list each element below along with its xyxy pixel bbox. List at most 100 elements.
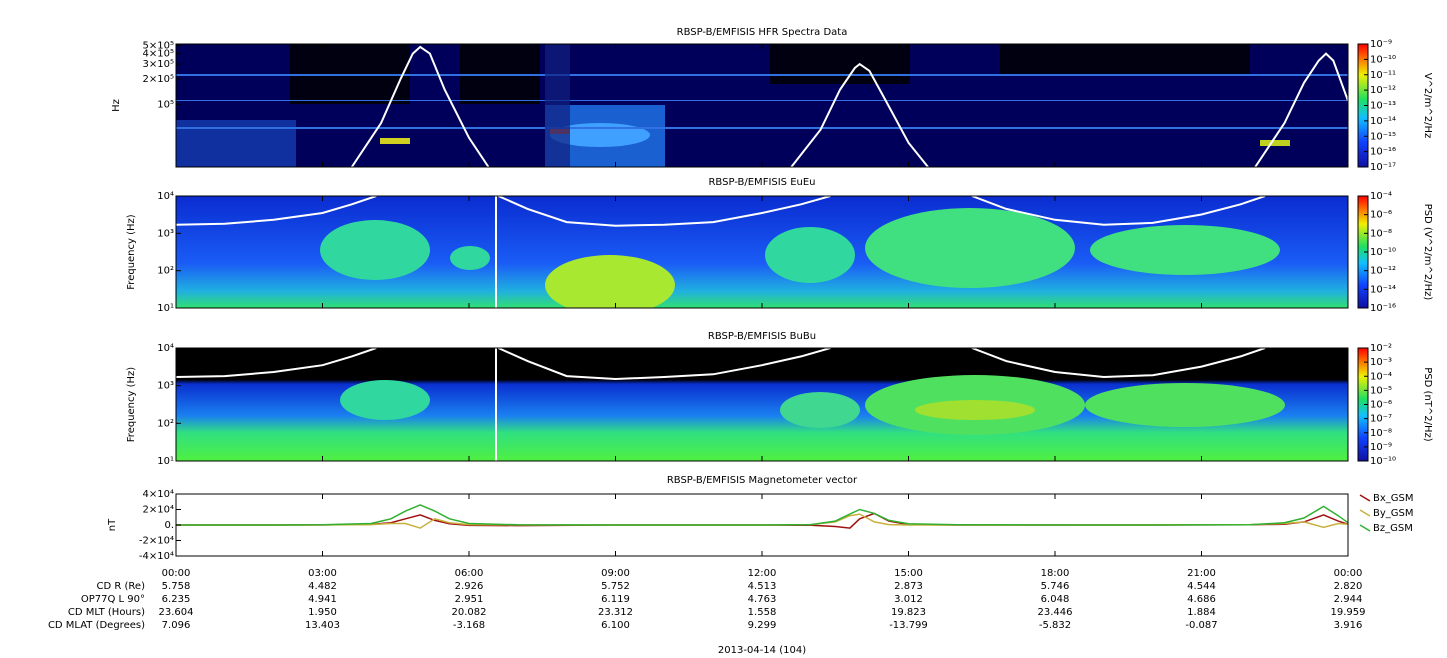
ephemeris-value: 2.944 — [1334, 594, 1363, 605]
colorbar-label: PSD (nT^2/Hz) — [1422, 367, 1433, 441]
x-tick-label: 00:00 — [1334, 568, 1363, 579]
frequency-curve — [790, 62, 929, 167]
ephemeris-value: 6.100 — [601, 620, 630, 631]
ephemeris-value: 2.926 — [455, 581, 484, 592]
ephemeris-value: 5.746 — [1041, 581, 1070, 592]
y-axis-label: Frequency (Hz) — [126, 214, 137, 290]
y-tick-label: -2×10⁴ — [139, 536, 174, 547]
ephemeris-value: 2.951 — [455, 594, 484, 605]
spectrogram-image — [176, 348, 1348, 461]
ephemeris-value: 7.096 — [162, 620, 191, 631]
y-axis-label: nT — [107, 518, 118, 531]
colorbar-tick-label: 10⁻¹⁷ — [1370, 162, 1396, 173]
panel-title: RBSP-B/EMFISIS HFR Spectra Data — [677, 27, 848, 38]
legend-label: By_GSM — [1373, 508, 1414, 519]
x-tick-label: 18:00 — [1041, 568, 1070, 579]
y-tick-label: 3×10⁵ — [143, 59, 174, 70]
colorbar-tick-label: 10⁻⁶ — [1370, 210, 1392, 221]
colorbar-tick-label: 10⁻⁸ — [1370, 228, 1392, 239]
panel-title: RBSP-B/EMFISIS EuEu — [708, 177, 815, 188]
frequency-curve — [350, 45, 490, 167]
y-tick-label: 10⁴ — [157, 343, 174, 354]
ephemeris-value: 5.752 — [601, 581, 630, 592]
colorbar-tick-label: 10⁻¹² — [1370, 266, 1396, 277]
colorbar-tick-label: 10⁻¹⁴ — [1370, 284, 1396, 295]
data-line — [176, 512, 1349, 529]
y-tick-label: -4×10⁴ — [139, 551, 174, 562]
y-axis-label: Frequency (Hz) — [126, 367, 137, 443]
y-tick-label: 5×10⁵ — [143, 40, 174, 51]
colorbar-tick-label: 10⁻² — [1370, 343, 1392, 354]
ephemeris-value: 1.884 — [1187, 607, 1216, 618]
ephemeris-value: -0.087 — [1185, 620, 1217, 631]
ephemeris-value: 23.312 — [598, 607, 633, 618]
ephemeris-value: 4.482 — [308, 581, 337, 592]
colorbar-tick-label: 10⁻¹⁰ — [1370, 54, 1396, 65]
colorbar-tick-label: 10⁻⁹ — [1370, 442, 1392, 453]
x-tick-label: 15:00 — [894, 568, 923, 579]
ephemeris-value: -13.799 — [889, 620, 928, 631]
colorbar-tick-label: 10⁻⁸ — [1370, 428, 1392, 439]
legend-label: Bz_GSM — [1373, 523, 1413, 534]
ephemeris-value: 2.873 — [894, 581, 923, 592]
y-tick-label: 2×10⁴ — [143, 505, 174, 516]
ephemeris-label: CD R (Re) — [97, 581, 146, 592]
colorbar-tick-label: 10⁻¹⁶ — [1370, 303, 1396, 314]
x-axis-label: 2013-04-14 (104) — [718, 645, 806, 656]
ephemeris-value: 6.119 — [601, 594, 630, 605]
ephemeris-value: 23.604 — [159, 607, 194, 618]
ephemeris-value: 3.012 — [894, 594, 923, 605]
colorbar-tick-label: 10⁻¹² — [1370, 85, 1396, 96]
ephemeris-value: 19.823 — [891, 607, 926, 618]
ephemeris-value: 13.403 — [305, 620, 340, 631]
frequency-curve — [176, 348, 1266, 381]
y-tick-label: 10² — [157, 266, 174, 277]
ephemeris-value: 6.048 — [1041, 594, 1070, 605]
y-tick-label: 10⁴ — [157, 191, 174, 202]
curve-layer — [350, 45, 1348, 167]
y-tick-label: 10³ — [157, 228, 174, 239]
y-tick-label: 10¹ — [157, 303, 174, 314]
colorbar-tick-label: 10⁻⁵ — [1370, 385, 1392, 396]
colorbar-tick-label: 10⁻⁴ — [1370, 191, 1392, 202]
legend-swatch — [1359, 524, 1371, 532]
legend-swatch — [1359, 494, 1371, 502]
colorbar-label: V^2/m^2/Hz — [1422, 73, 1433, 139]
colorbar-tick-label: 10⁻¹⁵ — [1370, 131, 1396, 142]
x-tick-label: 21:00 — [1187, 568, 1216, 579]
y-tick-label: 10⁵ — [157, 99, 174, 110]
colorbar-tick-label: 10⁻¹¹ — [1370, 70, 1396, 81]
ephemeris-label: OP77Q L 90° — [81, 594, 145, 605]
ephemeris-value: 4.513 — [748, 581, 777, 592]
data-line — [176, 504, 1349, 526]
y-tick-label: 10² — [157, 418, 174, 429]
spectrogram-image — [176, 44, 1348, 167]
x-tick-label: 03:00 — [308, 568, 337, 579]
colorbar-label: PSD (V^2/m^2/Hz) — [1422, 204, 1433, 301]
y-tick-label: 10³ — [157, 381, 174, 392]
curve-layer — [176, 196, 1266, 227]
colorbar-tick-label: 10⁻³ — [1370, 357, 1392, 368]
ephemeris-label: CD MLT (Hours) — [68, 607, 145, 618]
colorbar-tick-label: 10⁻¹⁶ — [1370, 147, 1396, 158]
panel-title: RBSP-B/EMFISIS BuBu — [708, 331, 816, 342]
ephemeris-value: -5.832 — [1039, 620, 1071, 631]
ephemeris-value: 4.763 — [748, 594, 777, 605]
x-tick-label: 06:00 — [455, 568, 484, 579]
y-tick-label: 2×10⁵ — [143, 74, 174, 85]
colorbar-tick-label: 10⁻⁷ — [1370, 414, 1392, 425]
legend-label: Bx_GSM — [1373, 493, 1414, 504]
panel-title: RBSP-B/EMFISIS Magnetometer vector — [667, 475, 858, 486]
ephemeris-value: 2.820 — [1334, 581, 1363, 592]
ephemeris-value: 20.082 — [452, 607, 487, 618]
y-tick-label: 0. — [164, 520, 174, 531]
ephemeris-value: 4.686 — [1187, 594, 1216, 605]
y-tick-label: 4×10⁴ — [143, 489, 174, 500]
ephemeris-value: 19.959 — [1331, 607, 1366, 618]
ephemeris-value: 1.950 — [308, 607, 337, 618]
colorbar-tick-label: 10⁻¹⁰ — [1370, 456, 1396, 467]
frequency-curve — [176, 196, 1266, 227]
x-tick-label: 12:00 — [748, 568, 777, 579]
legend-swatch — [1359, 509, 1371, 517]
